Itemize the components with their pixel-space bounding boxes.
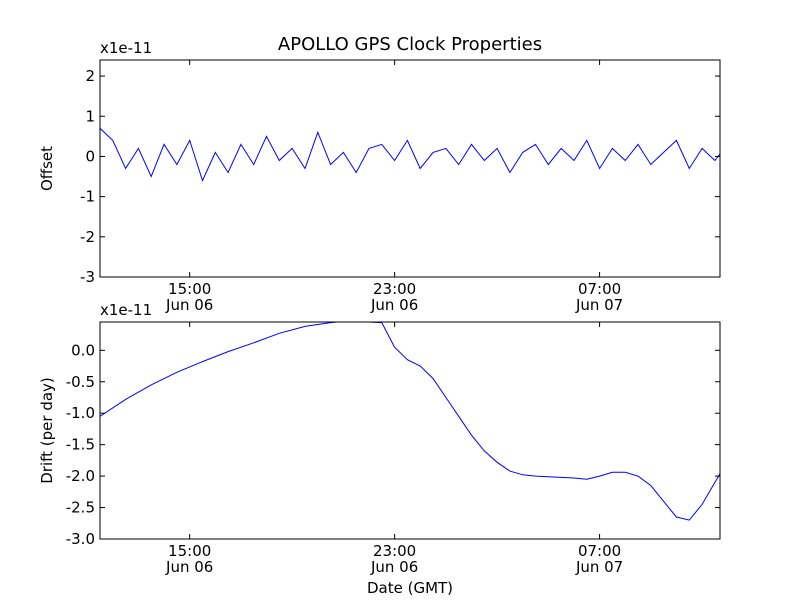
x-tick-label: Jun 06: [370, 296, 418, 314]
y-tick-label: -1: [80, 188, 95, 206]
y-multiplier: x1e-11: [100, 301, 152, 319]
x-tick-label: Jun 06: [165, 296, 213, 314]
plot-frame: [99, 321, 721, 540]
y-tick-label: -2.0: [66, 467, 95, 485]
x-tick-label: Jun 06: [370, 558, 418, 576]
x-tick-label: 07:00: [578, 280, 621, 298]
x-tick-label: 15:00: [168, 280, 211, 298]
y-axis-label: Offset: [38, 146, 56, 191]
y-tick-label: -3.0: [66, 530, 95, 548]
x-tick-label: 15:00: [168, 542, 211, 560]
x-axis-label: Date (GMT): [367, 579, 453, 597]
y-tick-label: -3: [80, 268, 95, 286]
y-tick-label: -2: [80, 228, 95, 246]
plot-frame: [99, 59, 721, 278]
x-tick-label: Jun 07: [575, 296, 623, 314]
y-tick-label: 0: [85, 147, 95, 165]
y-tick-label: -1.5: [66, 436, 95, 454]
y-tick-label: -2.5: [66, 499, 95, 517]
series-line: [100, 127, 720, 182]
chart-title: APOLLO GPS Clock Properties: [278, 34, 542, 55]
y-multiplier: x1e-11: [100, 39, 152, 57]
y-tick-label: -1.0: [66, 404, 95, 422]
x-tick-label: 07:00: [578, 542, 621, 560]
y-tick-label: 0.0: [71, 341, 95, 359]
y-tick-label: 1: [85, 107, 95, 125]
series-line: [100, 322, 720, 521]
y-axis-label: Drift (per day): [38, 377, 56, 484]
x-tick-label: Jun 07: [575, 558, 623, 576]
y-tick-label: 2: [85, 67, 95, 85]
x-tick-label: Jun 06: [165, 558, 213, 576]
y-tick-label: -0.5: [66, 373, 95, 391]
x-tick-label: 23:00: [373, 280, 416, 298]
x-tick-label: 23:00: [373, 542, 416, 560]
